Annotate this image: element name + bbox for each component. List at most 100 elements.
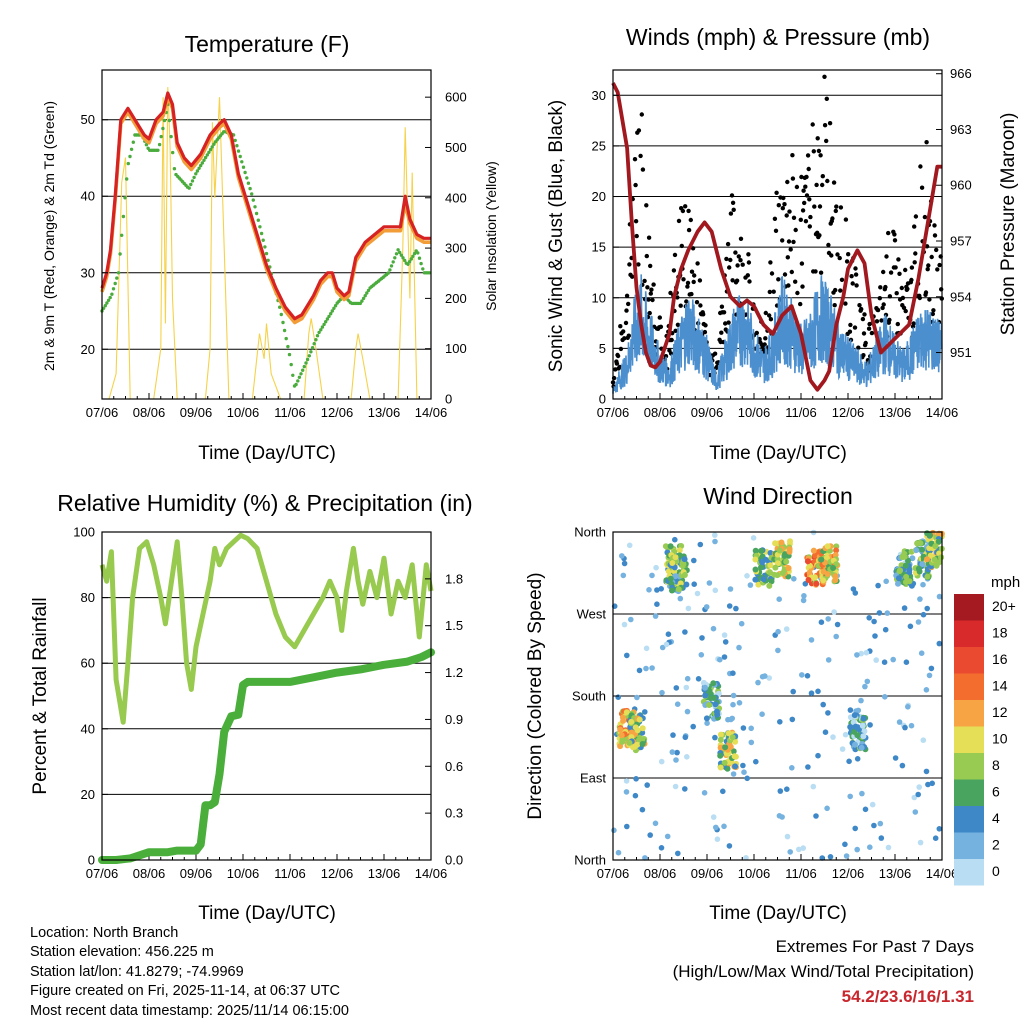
direction-point (878, 835, 885, 841)
direction-point (643, 665, 649, 672)
direction-point (906, 569, 913, 576)
direction-point (774, 572, 781, 579)
gust-point (746, 260, 752, 265)
colorbar-label: 4 (992, 810, 1000, 826)
direction-point (664, 833, 671, 840)
direction-point (815, 688, 821, 695)
direction-point (839, 746, 846, 752)
gust-point (853, 266, 858, 271)
dewpoint-point (202, 158, 206, 162)
direction-point (617, 726, 624, 733)
rh-plot-frame (101, 531, 432, 861)
gust-point (740, 262, 745, 267)
rh-xtick-label: 14/06 (415, 866, 448, 881)
dewpoint-point (108, 295, 112, 300)
gust-point (863, 340, 868, 346)
direction-point (667, 575, 674, 582)
direction-point (933, 562, 940, 569)
direction-point (777, 788, 784, 794)
direction-point (881, 659, 888, 665)
direction-point (827, 854, 834, 860)
gust-point (804, 193, 810, 198)
dewpoint-point (126, 161, 130, 166)
direction-point (810, 547, 817, 554)
direction-point (702, 684, 708, 691)
dewpoint-point (296, 379, 300, 383)
colorbar-swatch (954, 620, 984, 647)
gust-point (939, 287, 944, 292)
gust-point (793, 227, 798, 233)
direction-point (634, 694, 640, 701)
direction-point (672, 536, 678, 543)
direction-point (924, 605, 930, 612)
rh-ytick-right-label: 1.8 (445, 571, 463, 586)
direction-point (842, 841, 848, 848)
direction-point (890, 656, 896, 663)
gust-point (731, 207, 736, 212)
gust-point (673, 328, 678, 333)
direction-point (672, 554, 679, 561)
direction-point (682, 629, 688, 635)
direction-point (619, 553, 625, 559)
gust-point (697, 278, 703, 283)
gust-point (849, 274, 854, 279)
direction-point (872, 633, 878, 639)
gust-point (647, 310, 652, 316)
direction-point (924, 573, 931, 580)
direction-point (730, 748, 737, 755)
gust-point (798, 217, 803, 222)
dewpoint-point (278, 305, 282, 309)
direction-point (913, 547, 920, 554)
direction-point (790, 688, 796, 695)
gust-point (881, 269, 886, 275)
colorbar-swatch (954, 673, 984, 700)
gust-point (785, 179, 790, 185)
direction-point (758, 564, 764, 571)
dewpoint-point (253, 205, 257, 209)
colorbar-swatch (954, 726, 984, 753)
gust-point (856, 345, 861, 350)
direction-point (938, 554, 944, 561)
rh-xtick-label: 08/06 (133, 866, 166, 881)
direction-point (747, 582, 754, 588)
direction-point (926, 672, 933, 679)
gust-point (924, 244, 930, 249)
colorbar-swatch (954, 700, 984, 727)
direction-point (777, 719, 783, 725)
direction-point (673, 685, 680, 691)
gust-point (733, 250, 738, 255)
dewpoint-point (105, 301, 109, 305)
direction-point (776, 547, 783, 554)
gust-point (837, 255, 842, 261)
gust-point (624, 293, 630, 298)
direction-point (871, 618, 877, 625)
colorbar-swatch (954, 779, 984, 806)
colorbar-swatch (954, 647, 984, 674)
direction-point (843, 853, 850, 859)
direction-point (781, 551, 788, 558)
gust-point (826, 242, 831, 248)
direction-point (762, 556, 769, 563)
temp-ytick-label: 40 (81, 189, 95, 204)
rh-ytick-label: 40 (81, 721, 95, 736)
gust-point (824, 96, 829, 102)
gust-point (729, 193, 735, 198)
direction-point (908, 722, 915, 729)
gust-point (768, 260, 773, 265)
dewpoint-point (398, 250, 402, 255)
direction-point (917, 596, 923, 602)
direction-point (867, 722, 873, 728)
direction-point (823, 554, 830, 561)
winds-xtick-label: 09/06 (691, 405, 724, 420)
gust-point (745, 273, 750, 278)
direction-point (873, 657, 879, 663)
direction-point (919, 546, 925, 553)
gust-point (934, 247, 939, 253)
colorbar-label: 16 (992, 651, 1008, 667)
winds-xtick-label: 08/06 (644, 405, 677, 420)
direction-point (802, 581, 809, 587)
gust-point (658, 324, 664, 329)
dir-ytick-label: North (574, 525, 606, 540)
direction-point (730, 771, 737, 777)
dewpoint-point (128, 154, 132, 159)
